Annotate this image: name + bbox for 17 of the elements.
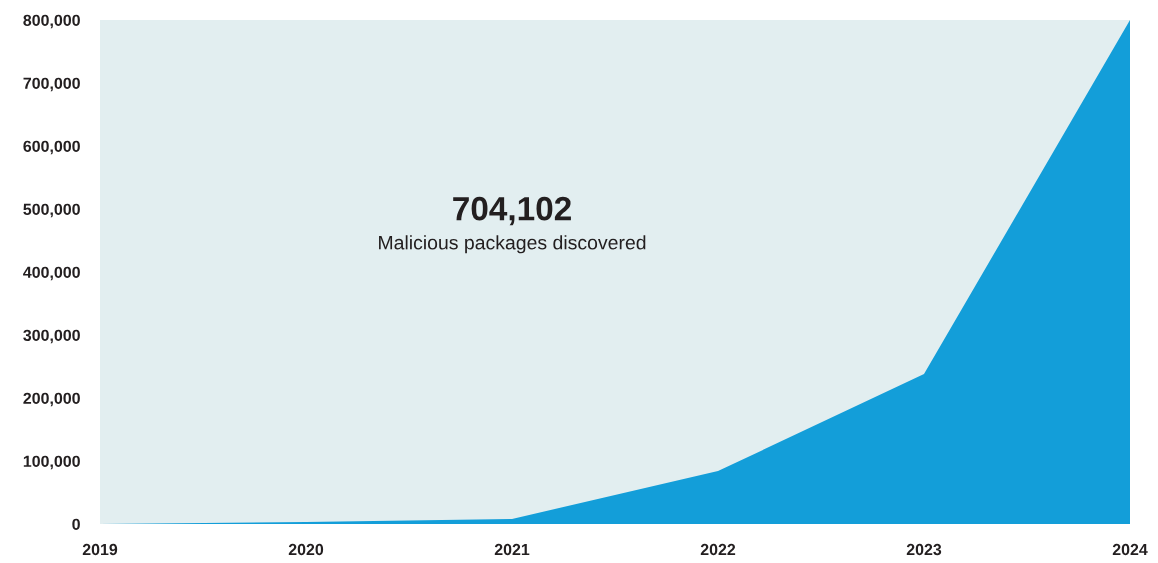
y-tick-label: 300,000 xyxy=(23,329,80,344)
x-tick-label: 2023 xyxy=(906,543,942,556)
x-tick-label: 2024 xyxy=(1112,543,1148,556)
x-tick-label: 2021 xyxy=(494,543,530,556)
x-tick-label: 2022 xyxy=(700,543,736,556)
y-tick-label: 200,000 xyxy=(23,392,80,407)
annotation: Malicious packages discovered xyxy=(379,235,646,254)
annotation: 704,102 xyxy=(453,196,571,226)
x-tick-label: 2020 xyxy=(288,543,324,556)
y-tick-label: 800,000 xyxy=(23,14,80,29)
y-tick-label: 600,000 xyxy=(23,140,80,155)
y-tick-label: 0 xyxy=(72,518,80,530)
y-tick-label: 700,000 xyxy=(23,77,80,92)
x-tick-label: 2019 xyxy=(82,543,118,556)
y-tick-label: 400,000 xyxy=(23,266,80,281)
y-tick-label: 500,000 xyxy=(23,203,80,218)
y-tick-label: 100,000 xyxy=(23,455,80,470)
